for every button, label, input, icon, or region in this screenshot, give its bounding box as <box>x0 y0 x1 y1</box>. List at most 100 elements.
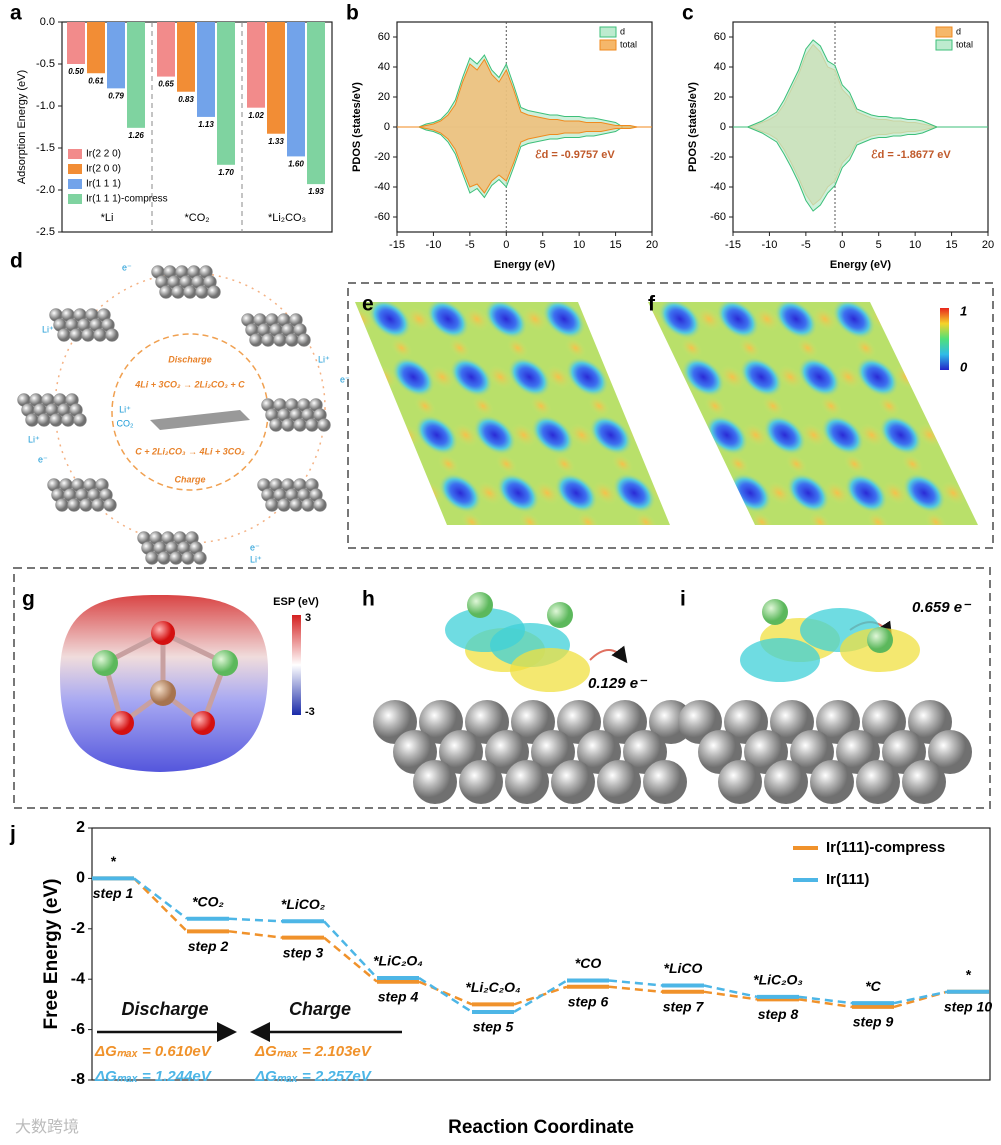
y-tick-label: -2.5 <box>36 226 55 238</box>
ion-label: Li⁺ <box>318 354 330 364</box>
annotation: Discharge <box>121 999 208 1019</box>
esp-title: ESP (eV) <box>273 596 319 608</box>
connector <box>323 920 378 979</box>
x-tick-label: 10 <box>573 239 585 251</box>
value-label: 1.60 <box>288 160 304 169</box>
y-tick-label: 40 <box>714 61 726 73</box>
species-label: *CO <box>575 955 602 971</box>
value-label: 1.33 <box>268 137 284 146</box>
species-label: *LiCO₂ <box>281 896 325 912</box>
legend-label: Ir(111) <box>826 871 869 888</box>
atom <box>643 760 687 804</box>
charge-label: 0.659 e⁻ <box>912 599 972 616</box>
atom <box>459 760 503 804</box>
legend-swatch <box>68 149 82 159</box>
connector <box>798 995 853 1005</box>
legend-swatch <box>68 179 82 189</box>
density-lobe <box>740 638 820 682</box>
atom <box>313 498 327 512</box>
elf-map <box>355 302 670 525</box>
atom <box>169 551 183 565</box>
atom <box>93 328 107 342</box>
atom <box>73 413 87 427</box>
atom <box>183 285 197 299</box>
step-label: step 7 <box>663 999 705 1015</box>
x-tick-label: 10 <box>909 239 921 251</box>
atom <box>81 328 95 342</box>
atom <box>181 551 195 565</box>
atom <box>61 413 75 427</box>
annotation: ΔGₘₐₓ = 1.244eV <box>94 1068 213 1085</box>
bar <box>87 22 105 74</box>
bar <box>247 22 265 108</box>
transfer-arrow <box>589 645 628 664</box>
colorbar-label: 1 <box>960 303 967 318</box>
bar <box>157 22 175 77</box>
legend-swatch <box>68 194 82 204</box>
x-tick-label: 15 <box>945 239 957 251</box>
atom <box>301 498 315 512</box>
step-label: step 1 <box>93 885 134 901</box>
x-tick-label: -15 <box>725 239 741 251</box>
species-label: *C <box>865 978 881 994</box>
atom <box>37 413 51 427</box>
connector <box>893 990 948 1005</box>
legend-swatch <box>599 26 617 38</box>
colorbar-label: 0 <box>960 359 968 374</box>
category-label: *CO₂ <box>184 212 209 224</box>
y-tick-label: -20 <box>374 151 390 163</box>
y-tick-label: -6 <box>71 1021 85 1038</box>
pdos-area <box>397 126 652 194</box>
panel-label: f <box>648 293 656 316</box>
connector <box>228 930 283 939</box>
atom <box>289 498 303 512</box>
ion-label: e⁻ <box>340 374 350 384</box>
connector <box>798 998 853 1009</box>
atom <box>67 498 81 512</box>
value-label: 1.93 <box>308 187 324 196</box>
panel-label: d <box>10 250 23 273</box>
step-label: step 5 <box>473 1019 514 1035</box>
category-label: *Li₂CO₃ <box>268 212 306 224</box>
pdos-area <box>733 39 988 128</box>
atom <box>57 328 71 342</box>
atom <box>207 285 221 299</box>
atom <box>261 333 275 347</box>
x-tick-label: -10 <box>761 239 777 251</box>
connector <box>133 877 188 933</box>
species-label: *LiC₂O₃ <box>753 972 803 988</box>
atom <box>273 333 287 347</box>
y-tick-label: -40 <box>710 181 726 193</box>
esp-tick: -3 <box>305 706 315 718</box>
atom <box>297 333 311 347</box>
ion-label: e⁻ <box>122 262 132 272</box>
bar <box>67 22 85 64</box>
value-label: 1.26 <box>128 131 144 140</box>
y-tick-label: -40 <box>374 181 390 193</box>
y-tick-label: -1.0 <box>36 100 55 112</box>
x-tick-label: 5 <box>540 239 546 251</box>
value-label: 0.61 <box>88 76 104 85</box>
species-label: * <box>965 967 971 983</box>
x-tick-label: 15 <box>609 239 621 251</box>
y-axis-label: PDOS (states/eV) <box>687 82 699 172</box>
step-label: step 6 <box>568 993 609 1009</box>
step-label: step 3 <box>283 944 324 960</box>
pdos-area <box>397 58 652 128</box>
li-atom <box>867 627 893 653</box>
annotation: ℰd = -1.8677 eV <box>871 149 951 161</box>
atom <box>269 418 283 432</box>
connector <box>418 980 473 1006</box>
y-tick-label: -0.5 <box>36 58 55 70</box>
atom <box>25 413 39 427</box>
x-tick-label: -5 <box>465 239 475 251</box>
legend-swatch <box>599 39 617 51</box>
c-atom <box>150 680 176 706</box>
species-label: * <box>110 853 116 869</box>
panel-label: g <box>22 588 35 611</box>
legend-label: Ir(1 1 1) <box>86 179 121 190</box>
atom <box>103 498 117 512</box>
bar <box>217 22 235 165</box>
esp-colorbar <box>292 615 301 715</box>
value-label: 1.13 <box>198 120 214 129</box>
